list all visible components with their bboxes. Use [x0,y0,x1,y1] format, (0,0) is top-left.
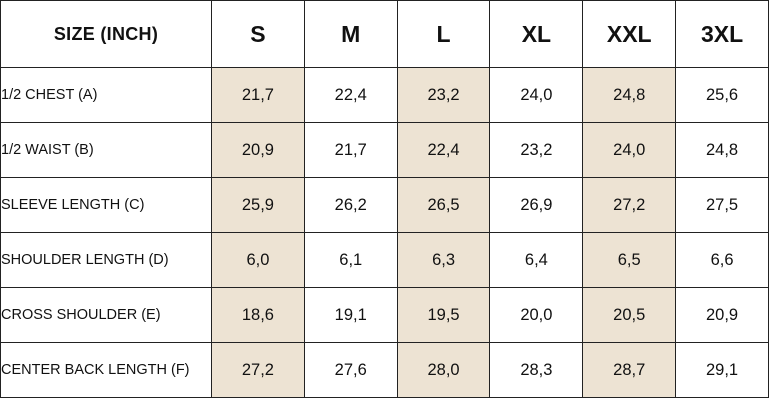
table-cell: 24,8 [582,67,677,123]
table-cell: 28,7 [582,342,677,398]
table-cell: 6,0 [211,232,305,288]
table-cell: 25,9 [211,177,305,233]
row-label: CENTER BACK LENGTH (F) [0,342,212,398]
table-cell: 6,1 [303,232,398,288]
table-cell: 26,2 [303,177,398,233]
table-cell: 6,6 [675,232,769,288]
table-row: 1/2 WAIST (B) 20,9 21,7 22,4 23,2 24,0 2… [0,122,769,178]
table-cell: 28,3 [489,342,584,398]
table-cell: 24,0 [582,122,677,178]
table-cell: 27,2 [582,177,677,233]
table-row: SHOULDER LENGTH (D) 6,0 6,1 6,3 6,4 6,5 … [0,232,769,288]
size-header-xl: XL [489,0,584,68]
table-cell: 19,5 [396,287,491,343]
table-cell: 20,9 [675,287,769,343]
table-cell: 23,2 [396,67,491,123]
table-row: CROSS SHOULDER (E) 18,6 19,1 19,5 20,0 2… [0,287,769,343]
row-label: SLEEVE LENGTH (C) [0,177,212,233]
size-header-s: S [211,0,305,68]
size-header-3xl: 3XL [675,0,769,68]
table-cell: 26,9 [489,177,584,233]
table-cell: 24,0 [489,67,584,123]
table-cell: 20,0 [489,287,584,343]
table-row: CENTER BACK LENGTH (F) 27,2 27,6 28,0 28… [0,342,769,398]
table-cell: 26,5 [396,177,491,233]
table-cell: 23,2 [489,122,584,178]
size-unit-header: SIZE (INCH) [0,0,212,68]
table-cell: 25,6 [675,67,769,123]
table-cell: 21,7 [211,67,305,123]
table-cell: 20,9 [211,122,305,178]
table-cell: 22,4 [303,67,398,123]
header-row: SIZE (INCH) S M L XL XXL 3XL [0,0,769,68]
table-cell: 19,1 [303,287,398,343]
row-label: 1/2 WAIST (B) [0,122,212,178]
table-cell: 27,5 [675,177,769,233]
row-label: SHOULDER LENGTH (D) [0,232,212,288]
table-cell: 24,8 [675,122,769,178]
table-row: 1/2 CHEST (A) 21,7 22,4 23,2 24,0 24,8 2… [0,67,769,123]
table-cell: 21,7 [303,122,398,178]
table-cell: 28,0 [396,342,491,398]
row-label: 1/2 CHEST (A) [0,67,212,123]
table-cell: 6,5 [582,232,677,288]
table-cell: 6,4 [489,232,584,288]
size-header-m: M [303,0,398,68]
table-cell: 27,2 [211,342,305,398]
size-header-xxl: XXL [582,0,677,68]
table-cell: 29,1 [675,342,769,398]
table-row: SLEEVE LENGTH (C) 25,9 26,2 26,5 26,9 27… [0,177,769,233]
row-label: CROSS SHOULDER (E) [0,287,212,343]
table-cell: 20,5 [582,287,677,343]
table-cell: 22,4 [396,122,491,178]
size-header-l: L [396,0,491,68]
table-cell: 27,6 [303,342,398,398]
table-cell: 18,6 [211,287,305,343]
table-cell: 6,3 [396,232,491,288]
